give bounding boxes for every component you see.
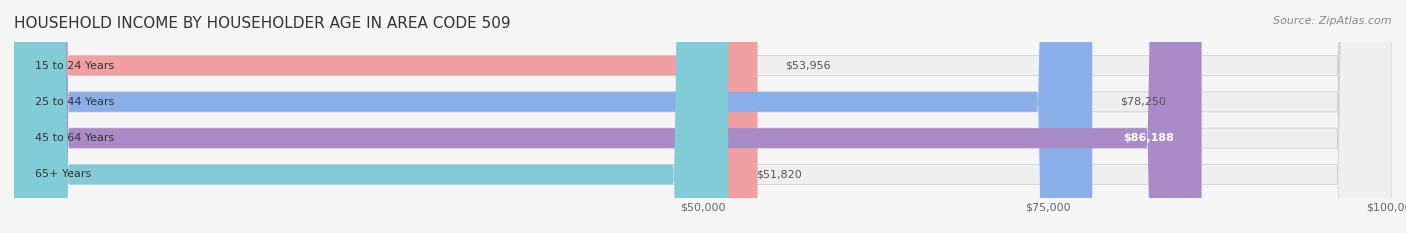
Text: HOUSEHOLD INCOME BY HOUSEHOLDER AGE IN AREA CODE 509: HOUSEHOLD INCOME BY HOUSEHOLDER AGE IN A…	[14, 16, 510, 31]
FancyBboxPatch shape	[14, 0, 1392, 233]
FancyBboxPatch shape	[14, 0, 1092, 233]
Text: 25 to 44 Years: 25 to 44 Years	[35, 97, 114, 107]
Text: 45 to 64 Years: 45 to 64 Years	[35, 133, 114, 143]
FancyBboxPatch shape	[14, 0, 1392, 233]
FancyBboxPatch shape	[14, 0, 1202, 233]
FancyBboxPatch shape	[14, 0, 728, 233]
Text: $86,188: $86,188	[1123, 133, 1174, 143]
Text: 15 to 24 Years: 15 to 24 Years	[35, 61, 114, 71]
Text: 65+ Years: 65+ Years	[35, 169, 91, 179]
Text: $53,956: $53,956	[785, 61, 831, 71]
FancyBboxPatch shape	[14, 0, 1392, 233]
FancyBboxPatch shape	[14, 0, 758, 233]
Text: $78,250: $78,250	[1119, 97, 1166, 107]
Text: Source: ZipAtlas.com: Source: ZipAtlas.com	[1274, 16, 1392, 26]
FancyBboxPatch shape	[14, 0, 1392, 233]
Text: $51,820: $51,820	[755, 169, 801, 179]
